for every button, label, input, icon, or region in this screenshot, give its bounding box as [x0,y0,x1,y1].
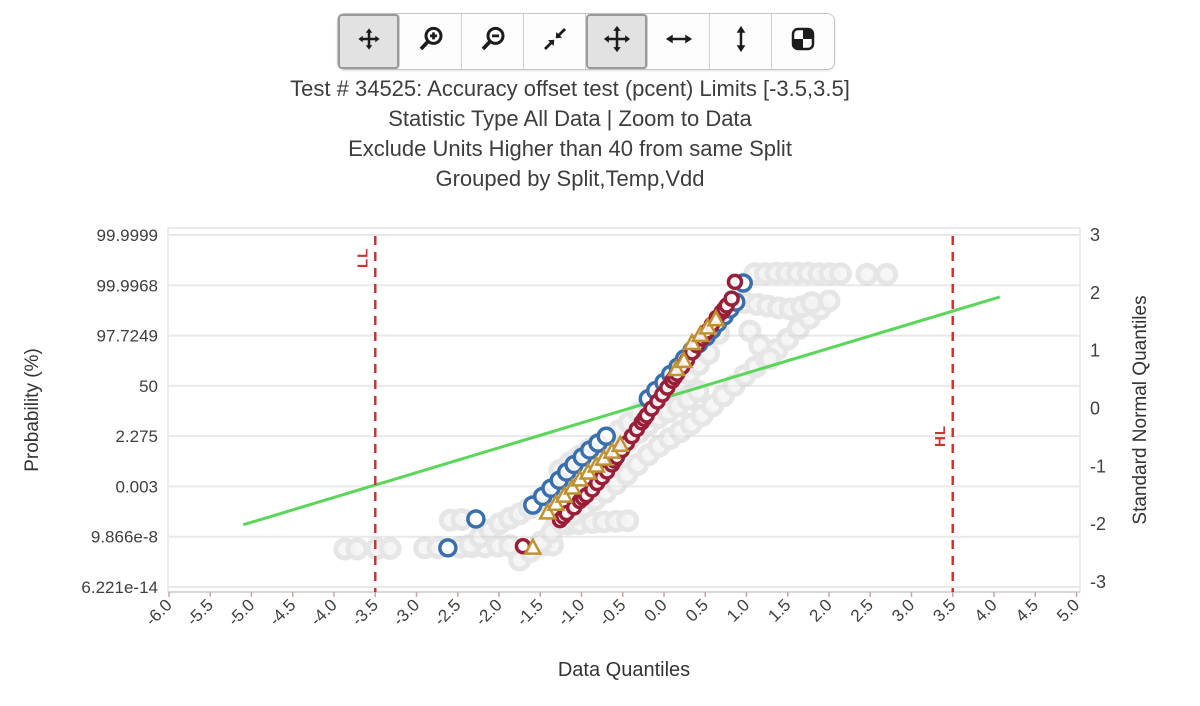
x-tick-label: 1.0 [723,595,753,625]
zoom-to-fit-button[interactable] [524,14,586,69]
y-tick-label-right: 3 [1090,225,1100,245]
y-tick-label-left: 2.275 [115,427,158,446]
scatter-point [523,537,543,555]
scatter-point [674,350,694,369]
chart-title: Test # 34525: Accuracy offset test (pcen… [140,74,1000,194]
y-tick-label-left: 97.7249 [97,327,158,346]
y-tick-label-right: 2 [1090,283,1100,303]
y-tick-label-left: 50 [139,377,158,396]
scatter-point [706,308,726,327]
limit-line-label-ll: LL [354,248,371,268]
zoom-out-button[interactable] [462,14,524,69]
y-axis-right-title: Standard Normal Quantiles [1130,295,1151,524]
x-tick-label: -3.5 [348,595,382,629]
chart-title-line: Exclude Units Higher than 40 from same S… [348,136,792,161]
y-axis-left-tick-labels: 99.9999 99.9968 97.7249 50 2.275 0.003 9.866e-… [81,226,158,597]
x-tick-label: -5.0 [224,595,258,629]
layout-grid-button[interactable] [772,14,834,69]
scatter-point [438,538,458,558]
limit-line-label-hl: HL [932,425,949,447]
x-tick-label: -2.0 [472,595,506,629]
x-tick-label: 4.0 [971,595,1001,625]
x-tick-label: -4.0 [307,595,341,629]
scatter-point [800,291,824,315]
y-tick-label-left: 9.866e-8 [91,528,158,547]
y-tick-label-right: -2 [1090,514,1106,534]
zoom-in-button[interactable] [400,14,462,69]
y-tick-label-right: 0 [1090,399,1100,419]
normal-fit-line [242,295,1001,527]
zoom-in-icon [416,24,446,59]
scatter-point [378,536,402,560]
scatter-point [875,262,899,286]
x-tick-label: -0.5 [595,595,629,629]
scatter-point [466,509,486,529]
x-tick-label: 4.5 [1012,595,1042,625]
pan-button[interactable] [586,14,648,69]
scatter-point [538,501,558,520]
compress-icon [540,24,570,59]
x-tick-label: 3.5 [929,595,959,625]
x-tick-label: 2.5 [847,595,877,625]
scatter-point [726,273,744,291]
reset-view-button[interactable] [338,14,400,69]
y-axis-left-title: Probability (%) [22,348,43,472]
scatter-point [829,262,853,286]
scatter-point [616,509,640,533]
x-tick-label: 1.5 [764,595,794,625]
move-icon [602,24,632,59]
pan-horizontal-button[interactable] [648,14,710,69]
series-group-gold [523,308,726,555]
x-tick-label: -6.0 [142,595,176,629]
chart-title-line: Test # 34525: Accuracy offset test (pcen… [290,76,850,101]
x-tick-label: -4.5 [265,595,299,629]
x-tick-label: -3.0 [389,595,423,629]
quadrants-icon [788,24,818,59]
scatter-point [345,537,369,561]
x-tick-label: -1.0 [554,595,588,629]
chart-title-line: Grouped by Split,Temp,Vdd [435,166,705,191]
x-tick-label: 5.0 [1053,595,1083,625]
v-arrow-icon [726,24,756,59]
zoom-out-icon [478,24,508,59]
y-tick-label-right: -3 [1090,572,1106,592]
chart-title-line: Statistic Type All Data | Zoom to Data [388,106,752,131]
x-tick-label: -1.5 [513,595,547,629]
x-tick-label: 3.0 [888,595,918,625]
scatter-point [596,426,616,447]
y-tick-label-right: -1 [1090,456,1106,476]
y-tick-label-left: 99.9968 [97,276,158,295]
scatter-point [610,434,630,452]
crosshair-move-icon [354,24,384,59]
x-tick-label: 2.0 [806,595,836,625]
y-tick-label-left: 99.9999 [97,226,158,245]
h-arrow-icon [664,24,694,59]
scatter-point [723,290,740,307]
y-tick-label-left: 0.003 [115,477,158,496]
x-tick-label: -2.5 [430,595,464,629]
x-tick-label: -5.5 [183,595,217,629]
x-tick-label: 0.0 [641,595,671,625]
y-axis-right-tick-labels: 3 2 1 0 -1 -2 -3 [1090,225,1106,592]
y-tick-label-right: 1 [1090,341,1100,361]
x-axis-title: Data Quantiles [558,659,690,681]
x-tick-label: 0.5 [682,595,712,625]
pan-vertical-button[interactable] [710,14,772,69]
series-group-maroon [514,273,744,555]
scatter-point [855,262,879,286]
plot-toolbar [337,13,835,70]
x-axis-tick-labels: -6.0 -5.5 -5.0 -4.5 -4.0 -3.5 -3.0 -2.5 -2.0 -1.5… [142,592,1083,630]
y-tick-label-left: 6.221e-14 [81,578,158,597]
